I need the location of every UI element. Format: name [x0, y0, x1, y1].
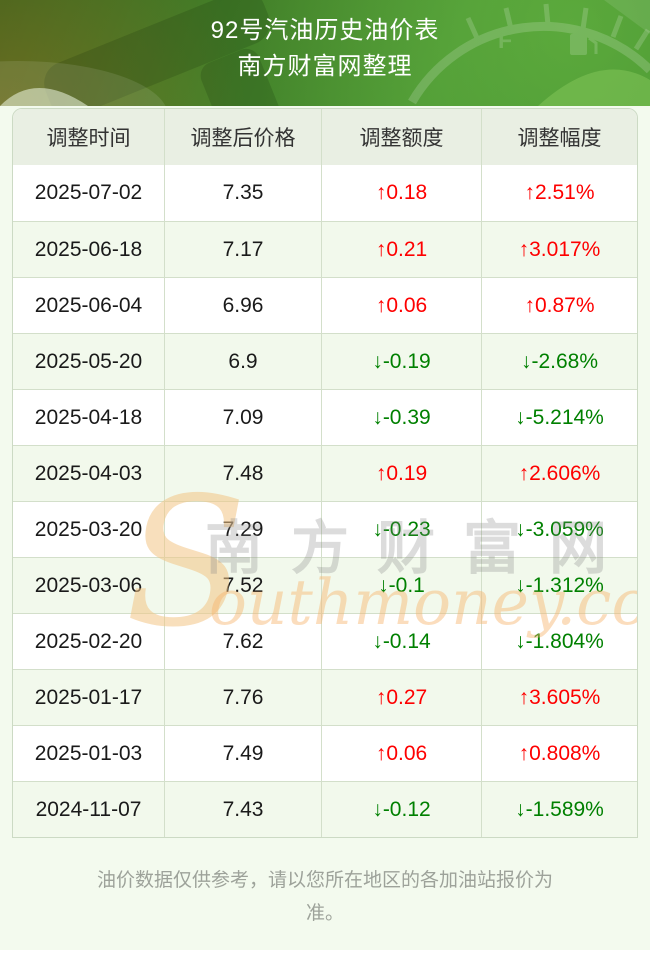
cell-change: ↓-0.1	[322, 558, 482, 613]
fuel-gauge-graphic: F	[408, 3, 650, 105]
cell-change: ↓-0.12	[322, 782, 482, 837]
cell-date: 2025-06-18	[13, 222, 165, 277]
table-header-row: 调整时间 调整后价格 调整额度 调整幅度	[13, 109, 637, 165]
cell-date: 2024-11-07	[13, 782, 165, 837]
table-row: 2025-06-04 6.96 ↑0.06 ↑0.87%	[13, 277, 637, 333]
page-subtitle: 南方财富网整理	[237, 53, 413, 80]
table-row: 2025-02-20 7.62 ↓-0.14 ↓-1.804%	[13, 613, 637, 669]
fuel-nozzle-graphic	[44, 0, 285, 106]
cell-date: 2025-06-04	[13, 278, 165, 333]
cell-rate: ↑2.606%	[518, 461, 601, 485]
cell-change: ↓-0.23	[322, 502, 482, 557]
table-row: 2025-06-18 7.17 ↑0.21 ↑3.017%	[13, 221, 637, 277]
cell-date: 2025-04-03	[13, 446, 165, 501]
cell-price: 6.96	[165, 278, 322, 333]
cell-change: ↓-0.19	[322, 334, 482, 389]
table-row: 2024-11-07 7.43 ↓-0.12 ↓-1.589%	[13, 781, 637, 837]
banner: F 92号汽油历史油价表 南方财富网整理	[0, 0, 650, 106]
price-table: 调整时间 调整后价格 调整额度 调整幅度 2025-07-02 7.35 ↑0.18…	[12, 108, 638, 838]
cell-rate: ↓-1.312%	[515, 573, 604, 597]
page-title: 92号汽油历史油价表	[210, 17, 440, 44]
cell-price: 7.48	[165, 446, 322, 501]
footer-note: 油价数据仅供参考，请以您所在地区的各加油站报价为准。	[96, 870, 553, 924]
cell-date: 2025-01-03	[13, 726, 165, 781]
cell-rate: ↑0.87%	[524, 293, 595, 317]
column-header-date: 调整时间	[13, 109, 165, 165]
banner-decoration: F	[0, 0, 650, 106]
cell-rate: ↑3.017%	[518, 237, 601, 261]
table-row: 2025-01-17 7.76 ↑0.27 ↑3.605%	[13, 669, 637, 725]
table-row: 2025-07-02 7.35 ↑0.18 ↑2.51%	[13, 165, 637, 221]
table-row: 2025-01-03 7.49 ↑0.06 ↑0.808%	[13, 725, 637, 781]
cell-change: ↑0.18	[322, 165, 482, 221]
cell-date: 2025-03-06	[13, 558, 165, 613]
cell-date: 2025-07-02	[13, 165, 165, 221]
cell-rate: ↑2.51%	[524, 181, 595, 204]
cell-price: 7.49	[165, 726, 322, 781]
cell-change: ↑0.21	[322, 222, 482, 277]
cell-price: 7.52	[165, 558, 322, 613]
banner-corner-light	[604, 0, 650, 34]
cell-rate: ↓-3.059%	[515, 517, 604, 541]
cell-change: ↑0.19	[322, 446, 482, 501]
column-header-change: 调整额度	[322, 109, 482, 165]
cell-price: 7.29	[165, 502, 322, 557]
cell-date: 2025-02-20	[13, 614, 165, 669]
cell-price: 7.09	[165, 390, 322, 445]
cell-price: 7.62	[165, 614, 322, 669]
cell-date: 2025-01-17	[13, 670, 165, 725]
cell-date: 2025-05-20	[13, 334, 165, 389]
cell-rate: ↓-5.214%	[515, 405, 604, 429]
column-header-price: 调整后价格	[165, 109, 322, 165]
banner-leaf-right	[538, 69, 650, 106]
cell-rate: ↓-1.589%	[515, 797, 604, 821]
cell-change: ↑0.06	[322, 726, 482, 781]
table-row: 2025-04-18 7.09 ↓-0.39 ↓-5.214%	[13, 389, 637, 445]
column-header-rate: 调整幅度	[517, 127, 602, 150]
cell-change: ↑0.06	[322, 278, 482, 333]
fuel-gauge-f-label: F	[498, 27, 512, 53]
fuel-pump-icon	[570, 34, 587, 55]
cell-change: ↑0.27	[322, 670, 482, 725]
table-row: 2025-05-20 6.9 ↓-0.19 ↓-2.68%	[13, 333, 637, 389]
cell-price: 7.43	[165, 782, 322, 837]
page: F 92号汽油历史油价表 南方财富网整理 调整时间 调整后价格 调整额度 调整幅…	[0, 0, 650, 950]
cell-price: 7.35	[165, 165, 322, 221]
cell-date: 2025-04-18	[13, 390, 165, 445]
cell-price: 7.76	[165, 670, 322, 725]
cell-rate: ↓-2.68%	[520, 349, 599, 373]
cell-date: 2025-03-20	[13, 502, 165, 557]
banner-wave-left	[0, 88, 88, 106]
table-row: 2025-03-06 7.52 ↓-0.1 ↓-1.312%	[13, 557, 637, 613]
cell-rate: ↑3.605%	[518, 685, 601, 709]
table-body: 2025-07-02 7.35 ↑0.18 ↑2.51% 2025-06-18 7.17 ↑…	[13, 165, 637, 837]
cell-rate: ↓-1.804%	[515, 629, 604, 653]
cell-price: 7.17	[165, 222, 322, 277]
cell-rate: ↑0.808%	[518, 741, 601, 765]
cell-change: ↓-0.39	[322, 390, 482, 445]
cell-change: ↓-0.14	[322, 614, 482, 669]
table-row: 2025-03-20 7.29 ↓-0.23 ↓-3.059%	[13, 501, 637, 557]
table-row: 2025-04-03 7.48 ↑0.19 ↑2.606%	[13, 445, 637, 501]
cell-price: 6.9	[165, 334, 322, 389]
